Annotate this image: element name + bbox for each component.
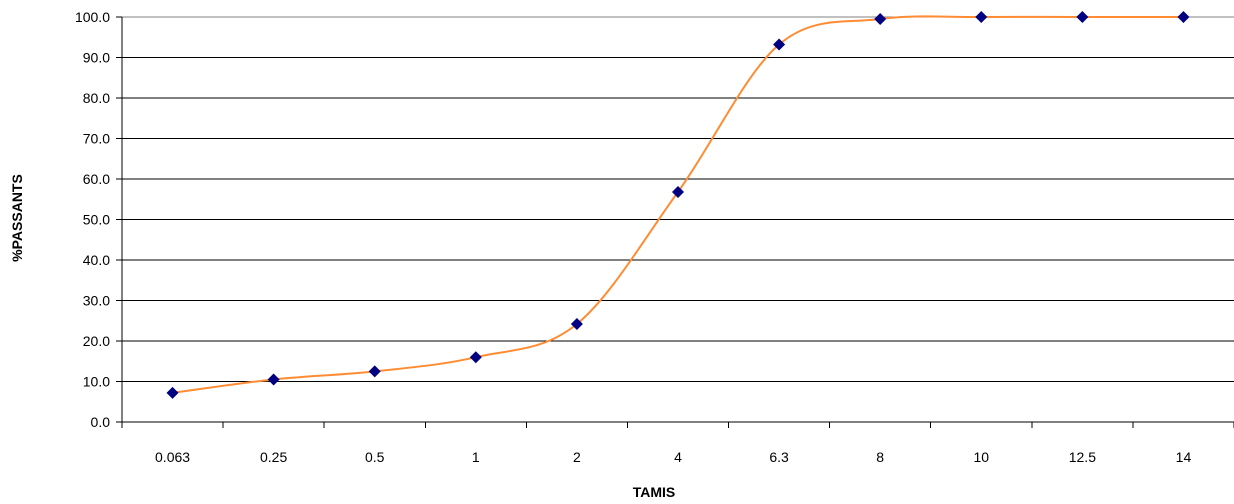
data-point-0.063 [166,386,179,399]
data-point-0.5 [368,365,381,378]
y-axis-title: %PASSANTS [9,174,25,262]
y-tick-label: 70.0 [83,131,110,147]
x-tick-label: 0.5 [365,449,385,465]
x-tick-label: 0.25 [260,449,287,465]
data-point-0.25 [267,373,280,386]
x-tick-label: 1 [472,449,480,465]
data-point-12.5 [1076,11,1089,23]
x-tick-label: 0.063 [155,449,190,465]
y-tick-label: 20.0 [83,333,110,349]
y-tick-label: 80.0 [83,90,110,106]
data-point-10 [975,11,988,23]
axes [121,17,1234,428]
y-tick-label: 100.0 [75,9,110,25]
x-tick-label: 12.5 [1069,449,1096,465]
data-point-6.3 [773,38,786,51]
data-point-8 [874,13,887,26]
series-path [172,15,1184,394]
gridlines [116,16,1234,423]
data-point-2 [570,317,583,330]
y-tick-labels: 0.0 10.0 20.0 30.0 40.0 50.0 60.0 70.0 80.0 90.0 1… [75,9,110,430]
y-tick-label: 90.0 [83,50,110,66]
y-tick-label: 50.0 [83,212,110,228]
x-axis-title: TAMIS [633,484,676,500]
x-tick-label: 14 [1176,449,1192,465]
x-tick-label: 4 [674,449,682,465]
data-point-14 [1177,11,1190,23]
y-tick-label: 30.0 [83,293,110,309]
y-tick-label: 0.0 [91,414,111,430]
y-tick-label: 40.0 [83,252,110,268]
data-point-4 [672,185,684,198]
y-tick-label: 10.0 [83,374,110,390]
x-tick-label: 6.3 [769,449,789,465]
x-tick-label: 2 [573,449,581,465]
data-markers [166,11,1190,399]
x-tick-label: 8 [876,449,884,465]
series-line [172,15,1184,394]
x-tick-labels: 0.063 0.25 0.5 1 2 4 6.3 8 10 12.5 14 [155,449,1191,465]
data-point-1 [469,351,482,364]
x-tick-label: 10 [973,449,989,465]
y-tick-label: 60.0 [83,171,110,187]
